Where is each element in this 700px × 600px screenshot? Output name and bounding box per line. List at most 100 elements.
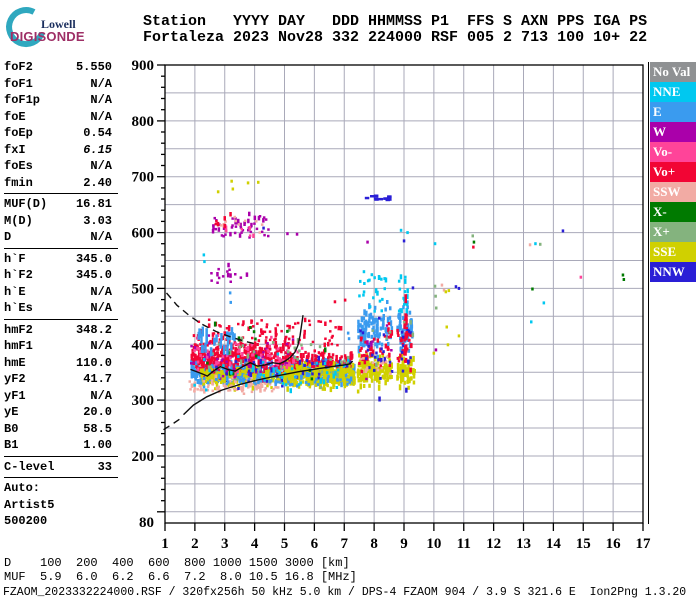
param-label: yF1	[4, 388, 26, 403]
param-label: hmF2	[4, 322, 33, 337]
param-value: 58.5	[83, 421, 112, 436]
param-label: 500200	[4, 514, 48, 528]
legend-item-nnw: NNW	[650, 262, 696, 282]
param-row-fxi: fxI 6.15	[4, 142, 112, 159]
y-axis-label: 800	[132, 114, 155, 130]
legend-item-vo-: Vo-	[650, 142, 696, 162]
param-label: h`F	[4, 251, 26, 266]
legend-item-e: E	[650, 102, 696, 122]
x-axis-label: 1	[161, 536, 169, 552]
param-label: hmF1	[4, 339, 33, 353]
distance-row: D 100 200 400 600 800 1000 1500 3000 [km…	[4, 556, 350, 570]
param-value: 20.0	[83, 405, 112, 419]
param-row-mufd: MUF(D) 16.81	[4, 196, 112, 213]
doppler-direction-legend: No Val NNE E W Vo- Vo+ SSW X- X+ SSE NNW	[650, 62, 696, 282]
param-row-fmin: fmin 2.40	[4, 175, 112, 192]
muf-row: MUF 5.9 6.0 6.2 6.6 7.2 8.0 10.5 16.8 [M…	[4, 570, 357, 584]
param-value: N/A	[90, 388, 112, 403]
x-axis-label: 6	[311, 536, 319, 552]
x-axis-label: 9	[400, 536, 408, 552]
legend-item-noval: No Val	[650, 62, 696, 82]
panel-divider	[4, 193, 118, 194]
x-axis-label: 15	[576, 536, 591, 552]
param-value: 5.550	[75, 60, 112, 74]
param-row-yf2: yF2 41.7	[4, 371, 112, 388]
y-axis-label: 500	[132, 281, 155, 297]
param-label: h`E	[4, 284, 26, 299]
param-value: 0.54	[83, 126, 112, 140]
x-axis-label: 13	[516, 536, 531, 552]
param-row-artist5: Artist5	[4, 497, 112, 514]
param-label: yF2	[4, 372, 26, 386]
param-row-ye: yE 20.0	[4, 404, 112, 421]
transmission-curve-upper	[165, 292, 258, 345]
param-label: yE	[4, 405, 19, 419]
param-row-hme: hmE 110.0	[4, 355, 112, 372]
param-value: N/A	[90, 339, 112, 353]
param-row-foep: foEp 0.54	[4, 125, 112, 142]
param-label: h`Es	[4, 301, 33, 315]
x-axis-label: 3	[221, 536, 229, 552]
param-label: B0	[4, 421, 19, 436]
panel-divider	[4, 477, 118, 478]
param-label: foEp	[4, 126, 33, 140]
axis-ticks	[157, 64, 644, 531]
panel-divider	[4, 318, 118, 320]
logo-digisonde-text: DIGISONDE	[10, 29, 85, 44]
legend-separator-line	[648, 62, 649, 524]
x-axis-label: 7	[341, 536, 349, 552]
param-label: D	[4, 230, 12, 244]
panel-divider	[4, 247, 118, 249]
legend-item-ssw: SSW	[650, 182, 696, 202]
param-label: foE	[4, 109, 26, 124]
profile	[183, 360, 354, 416]
param-row-foes: foEs N/A	[4, 158, 112, 175]
param-label: Auto:	[4, 481, 41, 495]
x-axis-label: 17	[636, 536, 652, 552]
param-value: N/A	[90, 159, 112, 173]
param-row-foe: foE N/A	[4, 109, 112, 126]
panel-divider	[4, 455, 118, 457]
param-value: 6.15	[83, 142, 112, 157]
param-label: MUF(D)	[4, 197, 48, 211]
x-axis-label: 12	[486, 536, 501, 552]
logo-lowell-text: Lowell	[41, 17, 76, 31]
x-axis-label: 5	[281, 536, 289, 552]
x-axis-label: 16	[606, 536, 622, 552]
y-axis-label: 700	[132, 170, 155, 186]
param-value: N/A	[90, 230, 112, 244]
param-row-fof1p: foF1p N/A	[4, 92, 112, 109]
param-row-hf2: h`F2 345.0	[4, 267, 112, 284]
x-axis-label: 4	[251, 536, 259, 552]
param-value: 345.0	[75, 268, 112, 282]
param-row-d: D N/A	[4, 229, 112, 246]
trace-curves	[163, 292, 354, 431]
header-station-values: Fortaleza 2023 Nov28 332 224000 RSF 005 …	[143, 29, 648, 46]
param-row-yf1: yF1 N/A	[4, 388, 112, 405]
param-row-he: h`E N/A	[4, 284, 112, 301]
param-label: B1	[4, 438, 19, 452]
param-value: 33	[97, 459, 112, 474]
parameter-panel: foF2 5.550 foF1 N/A foF1p N/A foE N/A foEp 0.54 fx…	[4, 59, 120, 530]
o-trace	[190, 315, 304, 377]
param-value: 3.03	[83, 213, 112, 228]
param-value: N/A	[90, 76, 112, 91]
param-row-hmf2: hmF2 348.2	[4, 322, 112, 339]
param-value: 345.0	[75, 251, 112, 266]
param-label: foF1p	[4, 93, 41, 107]
param-value: N/A	[90, 109, 112, 124]
y-axis-label: 80	[139, 515, 154, 531]
param-label: fxI	[4, 142, 26, 157]
param-value: 2.40	[83, 175, 112, 190]
param-value: 1.00	[83, 438, 112, 452]
x-axis-label: 2	[191, 536, 199, 552]
param-value: N/A	[90, 301, 112, 315]
param-label: Artist5	[4, 497, 55, 512]
param-row-auto: Auto:	[4, 480, 112, 497]
logo-arc-icon	[6, 7, 45, 48]
param-row-md: M(D) 3.03	[4, 213, 112, 230]
legend-item-x+: X+	[650, 222, 696, 242]
param-row-b1: B1 1.00	[4, 437, 112, 454]
legend-item-sse: SSE	[650, 242, 696, 262]
